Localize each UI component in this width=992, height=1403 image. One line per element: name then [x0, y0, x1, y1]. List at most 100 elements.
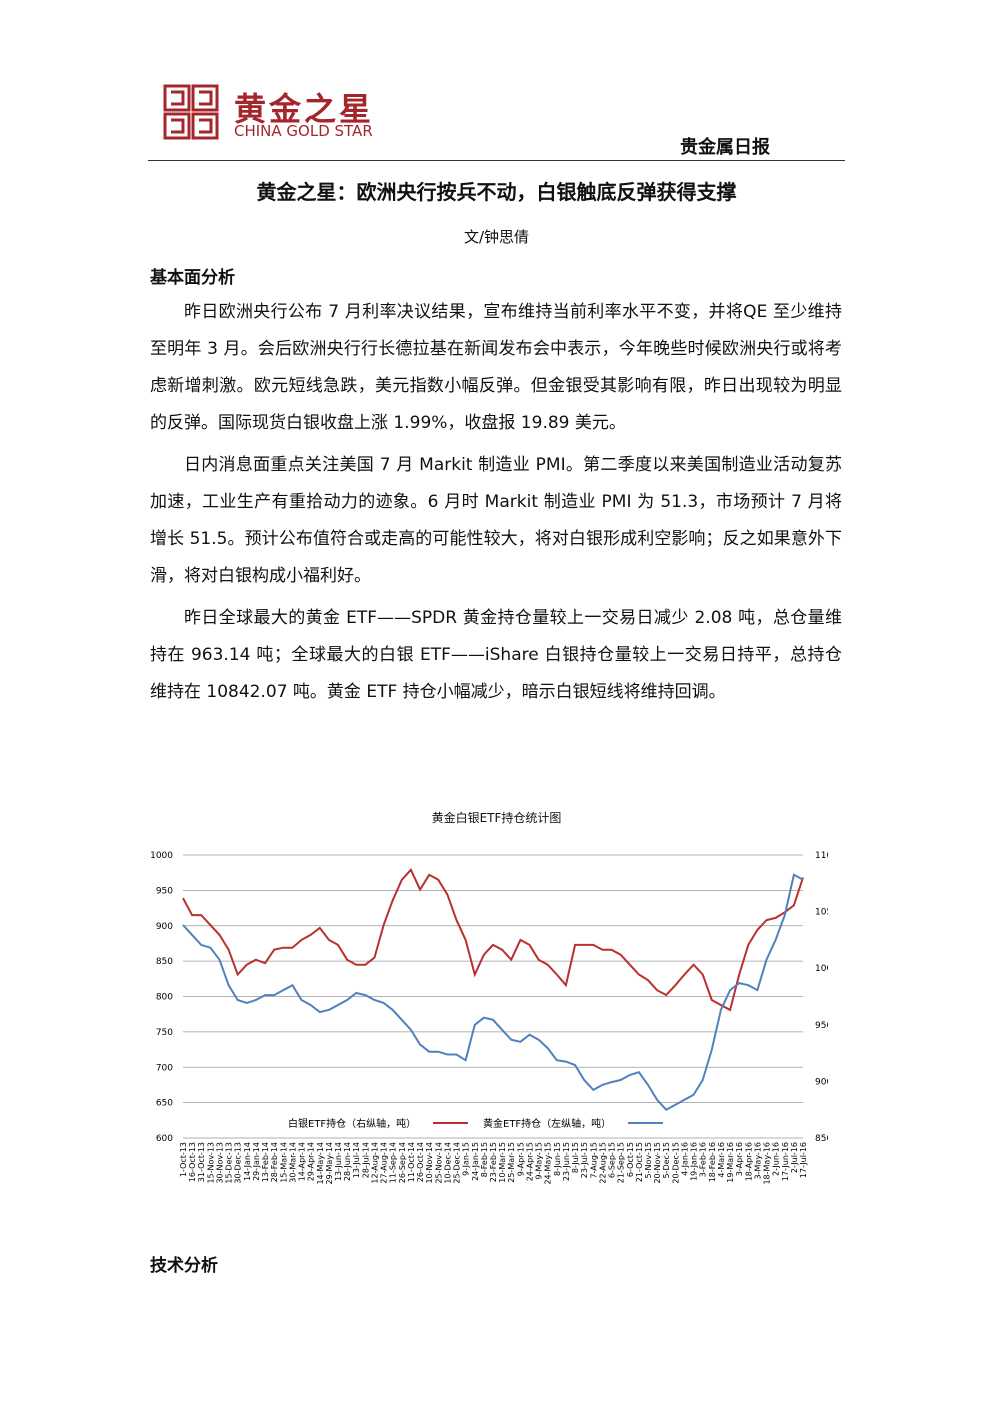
author: 文/钟思倩 [463, 228, 530, 246]
x-tick-label: 28-Jul-14 [361, 1142, 370, 1178]
paragraph: 昨日全球最大的黄金 ETF——SPDR 黄金持仓量较上一交易日减少 2.08 吨… [150, 608, 842, 702]
y2-tick-label: 8500 [815, 1134, 828, 1144]
y2-tick-label: 10000 [815, 964, 828, 974]
x-tick-label: 8-Jul-15 [571, 1142, 580, 1173]
section-body: 昨日欧洲央行公布 7 月利率决议结果，宣布维持当前利率水平不变，并将QE 至少维… [150, 294, 842, 716]
x-tick-label: 3-May-16 [753, 1142, 762, 1179]
x-tick-label: 11-Oct-14 [407, 1142, 416, 1182]
logo-cn: 黄金之星 [234, 90, 375, 128]
x-tick-label: 28-Jun-14 [343, 1142, 352, 1181]
x-tick-label: 14-May-14 [316, 1142, 325, 1185]
x-tick-label: 15-Nov-13 [206, 1142, 215, 1184]
y-tick-label: 950 [156, 886, 173, 896]
x-tick-label: 28-Feb-14 [270, 1142, 279, 1182]
x-tick-label: 19-Jan-16 [690, 1142, 699, 1181]
y2-tick-label: 10500 [815, 908, 828, 918]
x-tick-label: 23-Feb-15 [489, 1142, 498, 1182]
x-tick-label: 2-Jul-16 [790, 1142, 799, 1173]
x-tick-label: 19-Mar-16 [726, 1142, 735, 1183]
x-tick-label: 15-Dec-13 [225, 1142, 234, 1184]
x-tick-label: 20-Dec-15 [671, 1142, 680, 1184]
x-tick-label: 29-May-14 [325, 1142, 334, 1185]
y-tick-label: 700 [156, 1063, 173, 1073]
chart: 600 650 700 750 800 850 900 950 1000 8500 9000 9500… [150, 851, 828, 1185]
x-tick-label: 18-Feb-16 [708, 1142, 717, 1182]
x-tick-label: 25-Mar-15 [507, 1142, 516, 1183]
x-tick-label: 10-Nov-14 [425, 1142, 434, 1184]
x-tick-label: 26-Sep-14 [398, 1142, 407, 1183]
x-tick-label: 4-Mar-16 [717, 1142, 726, 1178]
x-tick-label: 25-Nov-14 [434, 1142, 443, 1184]
x-tick-label: 14-Apr-14 [298, 1142, 307, 1181]
y-tick-label: 850 [156, 957, 173, 967]
x-tick-label: 20-Nov-15 [653, 1142, 662, 1184]
x-tick-label: 3-Apr-16 [735, 1142, 744, 1176]
x-tick-label: 10-Dec-14 [443, 1142, 452, 1184]
x-tick-label: 14-Jan-14 [243, 1142, 252, 1181]
paragraph: 昨日欧洲央行公布 7 月利率决议结果，宣布维持当前利率水平不变，并将QE 至少维… [150, 302, 842, 433]
x-tick-label: 3-Feb-16 [699, 1142, 708, 1177]
x-tick-label: 24-May-15 [544, 1142, 553, 1185]
x-tick-label: 24-Jan-15 [471, 1142, 480, 1181]
y-tick-label: 600 [156, 1134, 173, 1144]
x-tick-label: 8-Feb-15 [480, 1142, 489, 1177]
x-tick-label: 17-Jul-16 [799, 1142, 808, 1178]
y2-tick-label: 9500 [815, 1021, 828, 1031]
x-tick-label: 13-Jun-14 [334, 1142, 343, 1181]
y-tick-label: 650 [156, 1099, 173, 1109]
y2-tick-label: 11000 [815, 851, 828, 861]
x-tick-label: 9-May-15 [535, 1142, 544, 1179]
x-tick-label: 13-Feb-14 [261, 1142, 270, 1182]
x-tick-label: 29-Jan-14 [252, 1142, 261, 1181]
x-tick-label: 2-Jun-16 [772, 1142, 781, 1176]
chart-title: 黄金白银ETF持仓统计图 [431, 811, 562, 825]
x-tick-label: 1-Oct-13 [179, 1142, 188, 1177]
x-tick-label: 7-Aug-15 [589, 1142, 598, 1179]
x-tick-label: 24-Apr-15 [525, 1142, 534, 1181]
logo-icon [163, 84, 219, 140]
x-tick-label: 31-Oct-13 [197, 1142, 206, 1182]
x-tick-label: 4-Jan-16 [680, 1142, 689, 1176]
x-tick-label: 15-Mar-14 [279, 1142, 288, 1183]
x-tick-label: 21-Oct-15 [635, 1142, 644, 1182]
y-tick-label: 800 [156, 993, 173, 1003]
header-rule [148, 160, 845, 161]
x-tick-label: 18-Apr-16 [744, 1142, 753, 1181]
x-tick-label: 27-Aug-14 [380, 1142, 389, 1184]
series-line [182, 868, 804, 1012]
x-tick-label: 29-Apr-14 [307, 1142, 316, 1181]
x-tick-label: 26-Oct-14 [416, 1142, 425, 1182]
x-tick-label: 17-Jun-16 [781, 1142, 790, 1181]
x-tick-label: 8-Jun-15 [553, 1142, 562, 1176]
x-tick-label: 16-Oct-13 [188, 1142, 197, 1182]
series-line [182, 873, 804, 1111]
section-heading: 技术分析 [150, 1256, 218, 1276]
x-tick-label: 9-Apr-15 [516, 1142, 525, 1176]
x-tick-label: 22-Aug-15 [598, 1142, 607, 1184]
legend-label: 白银ETF持仓（右纵轴，吨） [288, 1117, 416, 1130]
x-tick-label: 30-Nov-13 [215, 1142, 224, 1184]
legend-label: 黄金ETF持仓（左纵轴，吨） [483, 1117, 611, 1130]
x-tick-label: 5-Nov-15 [644, 1142, 653, 1178]
x-tick-label: 23-Jul-15 [580, 1142, 589, 1178]
x-tick-label: 13-Jul-14 [352, 1142, 361, 1178]
x-tick-label: 18-May-16 [763, 1142, 772, 1185]
x-tick-label: 6-Oct-15 [626, 1142, 635, 1177]
y2-tick-label: 9000 [815, 1077, 828, 1087]
x-tick-label: 23-Jun-15 [562, 1142, 571, 1181]
x-tick-label: 6-Sep-15 [608, 1142, 617, 1178]
x-tick-label: 25-Dec-14 [453, 1142, 462, 1184]
x-tick-label: 30-Mar-14 [288, 1142, 297, 1183]
x-tick-label: 12-Aug-14 [370, 1142, 379, 1184]
report-type: 贵金属日报 [680, 137, 770, 158]
paragraph: 日内消息面重点关注美国 7 月 Markit 制造业 PMI。第二季度以来美国制… [150, 455, 842, 586]
doc-title: 黄金之星：欧洲央行按兵不动，白银触底反弹获得支撑 [256, 180, 737, 204]
x-tick-label: 5-Dec-15 [662, 1142, 671, 1179]
logo-en: CHINA GOLD STAR [234, 122, 373, 140]
x-tick-label: 21-Sep-15 [617, 1142, 626, 1183]
section-heading: 基本面分析 [150, 268, 235, 288]
y-tick-label: 750 [156, 1028, 173, 1038]
x-tick-label: 9-Jan-15 [462, 1142, 471, 1176]
x-tick-label: 11-Sep-14 [389, 1142, 398, 1183]
